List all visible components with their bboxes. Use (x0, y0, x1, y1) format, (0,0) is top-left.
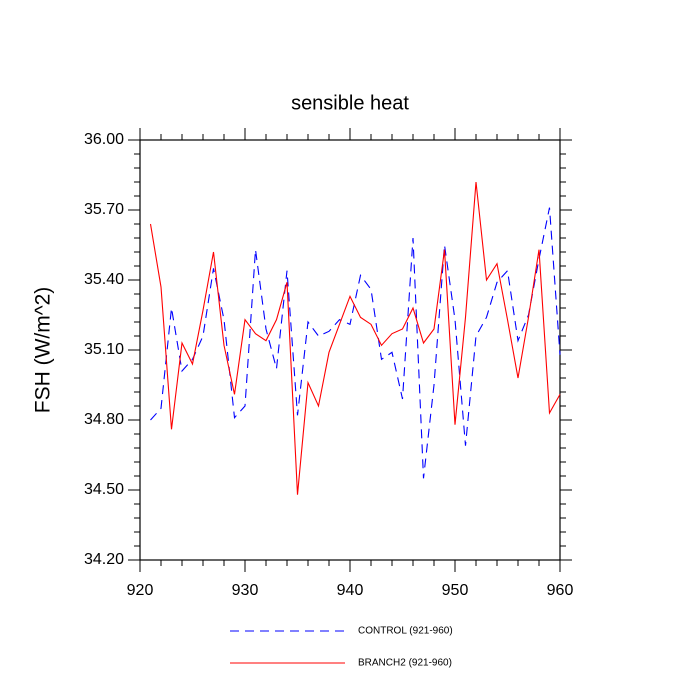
x-tick-label: 930 (232, 582, 259, 599)
y-tick-label: 34.80 (84, 411, 124, 428)
legend-label: CONTROL (921-960) (358, 626, 453, 637)
y-tick-label: 36.00 (84, 131, 124, 148)
plot-frame (139, 139, 561, 561)
y-tick-label: 34.50 (84, 481, 124, 498)
y-tick-label: 35.10 (84, 341, 124, 358)
y-tick-label: 34.20 (84, 551, 124, 568)
series-line (150, 207, 561, 479)
legend-label: BRANCH2 (921-960) (358, 658, 452, 669)
x-tick-label: 920 (127, 582, 154, 599)
chart-title: sensible heat (291, 92, 409, 114)
y-tick-label: 35.40 (84, 271, 124, 288)
y-tick-label: 35.70 (84, 201, 124, 218)
x-tick-label: 940 (337, 582, 364, 599)
y-axis-label: FSH (W/m^2) (32, 287, 55, 414)
x-tick-label: 960 (547, 582, 574, 599)
series-line (149, 181, 561, 495)
x-tick-label: 950 (442, 582, 469, 599)
